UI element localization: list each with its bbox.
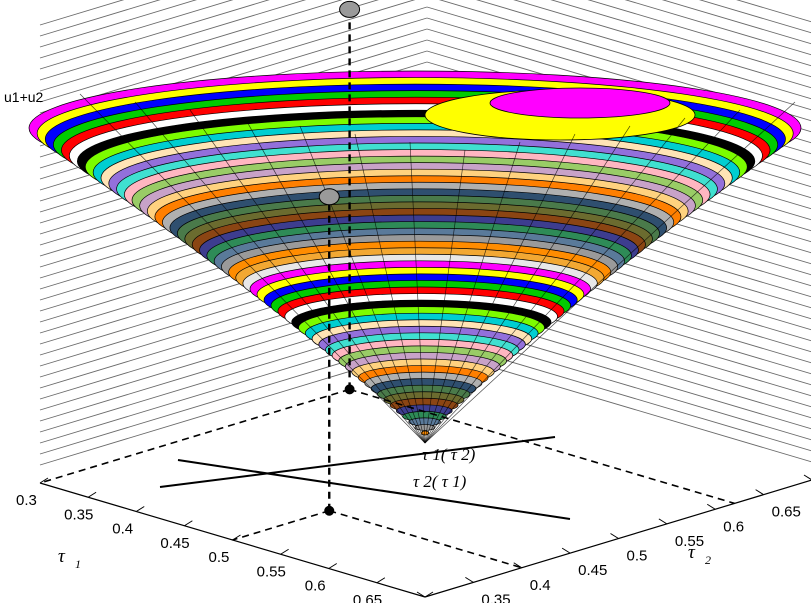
best-response-curve [177, 459, 571, 520]
best-response-curve [159, 436, 556, 488]
x-tick-label: 0.4 [112, 521, 133, 538]
surface-mesh-line [409, 141, 426, 444]
wall-gridline [587, 0, 811, 67]
surface-mesh-line [244, 117, 426, 444]
curve-label: τ 1( τ 2) [422, 445, 476, 464]
x-tick-mark [184, 520, 193, 527]
x-tick-label: 0.6 [305, 578, 326, 595]
x-axis-label-subscript: 1 [75, 557, 81, 571]
x-axis-label: τ [58, 546, 66, 567]
wall-gridline [39, 0, 161, 37]
x-tick-label: 0.5 [209, 549, 230, 566]
payoff-surface [28, 70, 802, 444]
wall-gridline [698, 0, 811, 34]
x-tick-mark [39, 477, 49, 484]
wall-gridline [39, 0, 379, 103]
y-tick-label: 0.6 [723, 518, 744, 535]
y-tick-mark [416, 591, 426, 598]
x-tick-label: 0.3 [16, 492, 37, 509]
x-tick-mark [376, 577, 386, 584]
marker-surface-point [318, 188, 340, 206]
y-tick-label: 0.55 [675, 533, 704, 550]
y-tick-mark [465, 576, 474, 583]
y-tick-label: 0.35 [481, 591, 510, 603]
y-tick-mark [561, 547, 571, 554]
marker-surface-point [339, 0, 361, 18]
y-tick-mark [658, 518, 668, 525]
surface-mesh-line [189, 109, 426, 444]
y-axis-label: τ [688, 542, 696, 563]
z-axis-label: u1+u2 [4, 89, 44, 105]
x-tick-label: 0.55 [257, 563, 286, 580]
marker-axis-projection [349, 388, 735, 505]
wall-gridline [550, 0, 811, 78]
x-tick-label: 0.35 [64, 506, 93, 523]
y-tick-mark [803, 474, 811, 480]
surface-mesh-line [424, 133, 576, 444]
surface-mesh-line [299, 125, 426, 444]
wall-gridline [438, 0, 811, 111]
marker-axis-projection [39, 388, 350, 484]
x-tick-mark [328, 563, 338, 569]
x-tick-label: 0.65 [353, 592, 382, 603]
x-tick-mark [280, 548, 289, 555]
wall-gridline [39, 0, 270, 70]
y-tick-mark [706, 503, 716, 510]
surface-mesh-line [424, 149, 466, 444]
surface-mesh-line [354, 133, 426, 444]
marker-axis-projection [232, 509, 330, 541]
wall-gridline [39, 0, 234, 59]
surface-mesh-line [134, 101, 426, 444]
y-tick-mark [513, 562, 523, 569]
marker-axis-projection [329, 509, 522, 569]
surface-mesh-line [424, 125, 631, 444]
y-tick-label: 0.65 [772, 504, 801, 521]
overlay-lines [39, 0, 735, 569]
y-tick-label: 0.4 [530, 577, 551, 594]
wall-gridline [513, 0, 811, 89]
wall-gridline [661, 0, 811, 45]
x-tick-mark [424, 591, 434, 598]
curve-label: τ 2( τ 1) [413, 472, 467, 491]
y-tick-label: 0.45 [578, 562, 607, 579]
axis-labels: 0.30.350.40.450.50.550.60.650.70.30.350.… [4, 89, 801, 603]
y-axis-label-subscript: 2 [705, 553, 711, 567]
wall-gridline [39, 0, 307, 81]
surface-mesh-line [79, 93, 426, 444]
y-tick-mark [755, 489, 764, 496]
y-tick-mark [610, 533, 619, 539]
surface-mesh-line [424, 141, 521, 444]
wall-gridline [476, 0, 811, 100]
wall-gridline [39, 0, 416, 114]
x-tick-mark [135, 506, 145, 512]
surface-mesh-line [424, 117, 686, 444]
wall-gridline [624, 0, 811, 56]
wall-gridline [39, 0, 343, 92]
wall-gridline [39, 0, 198, 48]
surface-mesh-line [424, 101, 796, 444]
surface-mesh-line [424, 109, 741, 444]
wall-gridline [736, 0, 811, 23]
wall-gridline [39, 0, 125, 26]
x-tick-label: 0.45 [160, 535, 189, 552]
y-tick-label: 0.5 [627, 548, 648, 565]
x-tick-mark [87, 491, 97, 498]
surface-band [489, 87, 671, 119]
